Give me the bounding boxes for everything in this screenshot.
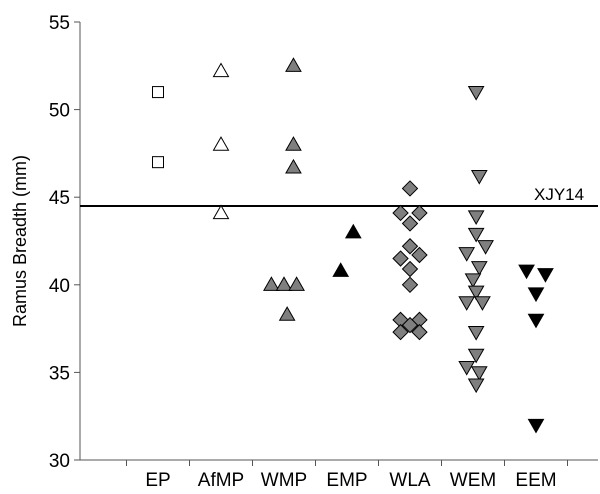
data-point-diamond [401, 260, 419, 278]
data-point-triangle-up [212, 62, 230, 78]
data-point-diamond [392, 250, 409, 267]
data-point-diamond [401, 238, 419, 255]
data-point-diamond [401, 316, 419, 334]
data-point-diamond [401, 215, 419, 232]
data-point-triangle-down [474, 296, 491, 311]
x-category-label: AfMP [198, 470, 244, 491]
data-point-triangle-up [278, 306, 296, 321]
data-point-triangle-down [467, 210, 485, 225]
data-point-diamond [411, 246, 428, 264]
y-tick-label: 45 [49, 188, 70, 209]
data-point-triangle-down [470, 366, 488, 381]
data-point-triangle-down [458, 247, 476, 262]
data-point-triangle-down [458, 296, 476, 311]
x-category-label: EMP [326, 470, 367, 491]
data-point-diamond [392, 204, 409, 222]
data-point-triangle-down [527, 287, 545, 303]
data-point-triangle-up [332, 262, 350, 277]
data-point-triangle-down [527, 313, 545, 329]
data-point-triangle-down [470, 261, 488, 276]
data-point-triangle-up [344, 223, 362, 239]
data-point-triangle-up [288, 276, 305, 291]
data-point-triangle-down [467, 227, 485, 243]
x-category-label: EEM [515, 470, 556, 491]
reference-line-label: XJY14 [534, 185, 584, 204]
x-category-label: WLA [389, 470, 431, 491]
data-point-triangle-down [470, 170, 488, 185]
data-point-square [152, 86, 164, 99]
x-category-label: EP [145, 470, 170, 491]
data-point-triangle-down [464, 273, 482, 289]
data-point-triangle-down [477, 240, 494, 255]
axes: 30 35 40 45 50 55 EP AfMP WMP EMP WLA WEM EEM [49, 13, 598, 491]
y-tick-label: 50 [49, 101, 70, 122]
data-point-diamond [411, 323, 428, 341]
data-point-diamond [392, 323, 409, 341]
data-point-square [152, 156, 164, 169]
x-ticks: EP AfMP WMP EMP WLA WEM EEM [126, 460, 568, 491]
y-tick-label: 40 [49, 276, 70, 297]
data-point-triangle-up [212, 204, 230, 220]
data-point-triangle-up [285, 57, 302, 72]
x-category-label: WMP [261, 470, 307, 491]
data-point-triangle-up [212, 136, 230, 151]
data-point-diamond [401, 276, 419, 294]
y-tick-label: 35 [49, 363, 70, 384]
data-point-triangle-down [527, 418, 545, 434]
data-point-triangle-down [467, 378, 485, 394]
y-tick-label: 30 [49, 451, 70, 472]
data-point-triangle-up [285, 136, 302, 151]
x-category-label: WEM [450, 470, 496, 491]
data-point-triangle-down [518, 264, 535, 280]
data-points [152, 57, 554, 434]
y-tick-label: 55 [49, 13, 70, 34]
data-point-triangle-down [467, 85, 485, 101]
data-point-diamond [411, 204, 428, 222]
y-ticks: 30 35 40 45 50 55 [49, 13, 80, 472]
y-axis-title: Ramus Breadth (mm) [10, 155, 30, 327]
data-point-triangle-down [467, 285, 485, 301]
data-point-triangle-down [458, 361, 476, 376]
data-point-triangle-up [285, 158, 302, 174]
data-point-triangle-up [263, 276, 280, 291]
data-point-triangle-down [467, 325, 485, 341]
data-point-triangle-down [467, 348, 485, 364]
data-point-triangle-down [537, 268, 554, 283]
data-point-triangle-up [275, 276, 293, 291]
data-point-diamond [401, 180, 419, 197]
